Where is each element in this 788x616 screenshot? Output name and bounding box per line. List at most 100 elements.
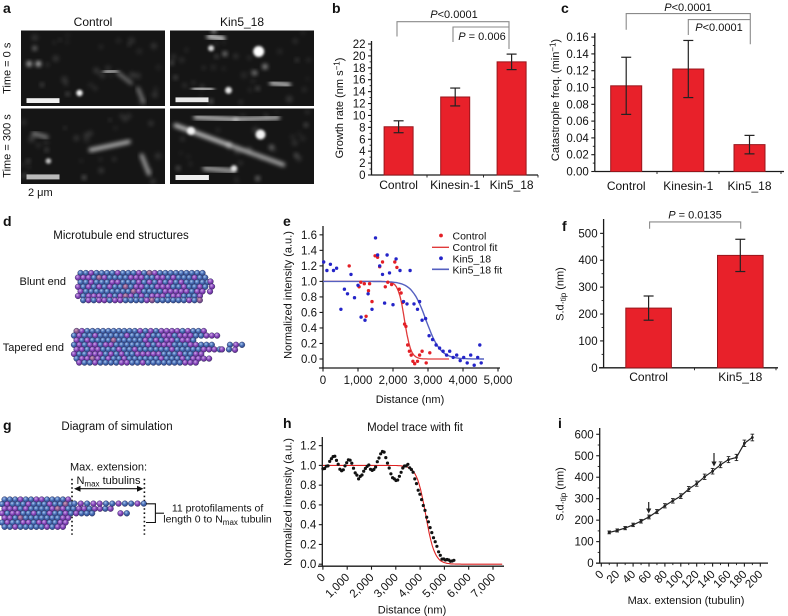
svg-text:3,000: 3,000 bbox=[414, 375, 443, 387]
svg-text:18: 18 bbox=[353, 63, 366, 75]
svg-text:0: 0 bbox=[320, 375, 326, 387]
svg-text:0.00: 0.00 bbox=[566, 167, 588, 179]
svg-text:Time = 300 s: Time = 300 s bbox=[2, 114, 14, 178]
svg-text:500: 500 bbox=[575, 451, 594, 463]
svg-text:300: 300 bbox=[578, 282, 597, 294]
svg-text:0: 0 bbox=[591, 363, 597, 375]
svg-text:Model trace with fit: Model trace with fit bbox=[367, 422, 464, 434]
svg-text:200: 200 bbox=[575, 515, 594, 527]
svg-text:1.0: 1.0 bbox=[301, 276, 317, 288]
svg-text:d: d bbox=[3, 213, 12, 229]
svg-text:4,000: 4,000 bbox=[449, 375, 478, 387]
svg-text:600: 600 bbox=[575, 429, 594, 441]
svg-text:g: g bbox=[3, 417, 12, 433]
svg-text:0.08: 0.08 bbox=[566, 99, 588, 111]
svg-text:Tapered end: Tapered end bbox=[3, 342, 64, 354]
svg-text:11 protofilaments of: 11 protofilaments of bbox=[172, 502, 264, 514]
svg-text:1.6: 1.6 bbox=[301, 230, 317, 242]
svg-text:Kin5_18: Kin5_18 bbox=[490, 178, 534, 192]
svg-text:500: 500 bbox=[578, 228, 597, 240]
svg-text:0.2: 0.2 bbox=[300, 539, 316, 551]
svg-text:Time = 0 s: Time = 0 s bbox=[2, 42, 14, 94]
svg-text:a: a bbox=[3, 0, 11, 16]
svg-text:100: 100 bbox=[575, 537, 594, 549]
svg-text:f: f bbox=[562, 218, 567, 234]
svg-text:0.6: 0.6 bbox=[300, 500, 316, 512]
svg-text:0.8: 0.8 bbox=[300, 480, 316, 492]
svg-text:Max. extension (tubulin): Max. extension (tubulin) bbox=[628, 595, 745, 607]
svg-text:Distance (nm): Distance (nm) bbox=[376, 394, 444, 406]
svg-text:0.8: 0.8 bbox=[301, 292, 317, 304]
svg-text:0.0: 0.0 bbox=[301, 354, 317, 366]
svg-text:1,000: 1,000 bbox=[344, 375, 373, 387]
svg-text:0.6: 0.6 bbox=[301, 307, 317, 319]
svg-text:6: 6 bbox=[359, 134, 365, 146]
svg-text:200: 200 bbox=[578, 309, 597, 321]
svg-text:2 μm: 2 μm bbox=[28, 187, 53, 199]
svg-text:0.06: 0.06 bbox=[566, 116, 588, 128]
svg-text:0.0: 0.0 bbox=[300, 559, 316, 571]
svg-text:P<0.0001: P<0.0001 bbox=[695, 22, 742, 34]
svg-text:1.2: 1.2 bbox=[301, 261, 317, 273]
svg-text:Microtubule end structures: Microtubule end structures bbox=[53, 230, 189, 242]
svg-text:0.02: 0.02 bbox=[566, 150, 588, 162]
svg-text:5,000: 5,000 bbox=[484, 375, 513, 387]
svg-text:0: 0 bbox=[587, 558, 593, 570]
svg-text:Control: Control bbox=[453, 231, 487, 243]
svg-text:S.d.tip (nm): S.d.tip (nm) bbox=[555, 467, 569, 521]
svg-text:Kin5_18: Kin5_18 bbox=[727, 179, 771, 193]
svg-text:Kinesin-1: Kinesin-1 bbox=[663, 179, 713, 193]
svg-text:12: 12 bbox=[353, 99, 366, 111]
svg-text:Control: Control bbox=[607, 179, 646, 193]
svg-text:Diagram of simulation: Diagram of simulation bbox=[61, 421, 172, 433]
svg-text:Distance (nm): Distance (nm) bbox=[378, 605, 446, 616]
svg-text:Growth rate (nm s−1): Growth rate (nm s−1) bbox=[333, 58, 347, 159]
svg-text:20: 20 bbox=[353, 51, 366, 63]
svg-text:P = 0.0135: P = 0.0135 bbox=[668, 210, 722, 222]
svg-text:0.04: 0.04 bbox=[566, 133, 589, 145]
svg-text:Kin5_18: Kin5_18 bbox=[718, 370, 762, 384]
svg-text:P = 0.006: P = 0.006 bbox=[458, 31, 505, 43]
svg-text:Normalized intensity (a.u.): Normalized intensity (a.u.) bbox=[283, 438, 295, 566]
svg-text:1.0: 1.0 bbox=[300, 460, 316, 472]
svg-text:Kin5_18 fit: Kin5_18 fit bbox=[453, 265, 503, 277]
svg-text:P<0.0001: P<0.0001 bbox=[430, 9, 477, 21]
svg-text:0.2: 0.2 bbox=[301, 339, 317, 351]
svg-text:0.12: 0.12 bbox=[566, 66, 588, 78]
svg-text:2,000: 2,000 bbox=[379, 375, 408, 387]
svg-text:Control: Control bbox=[629, 370, 668, 384]
svg-text:8: 8 bbox=[359, 122, 365, 134]
svg-text:S.d.tip (nm): S.d.tip (nm) bbox=[555, 267, 569, 321]
svg-text:400: 400 bbox=[575, 472, 594, 484]
svg-text:c: c bbox=[561, 0, 569, 16]
svg-text:Kin5_18: Kin5_18 bbox=[220, 15, 264, 29]
svg-text:Normalized intensity (a.u.): Normalized intensity (a.u.) bbox=[283, 231, 295, 359]
svg-text:i: i bbox=[558, 415, 562, 431]
svg-text:h: h bbox=[283, 415, 292, 431]
svg-text:0.14: 0.14 bbox=[566, 49, 589, 61]
svg-text:Kinesin-1: Kinesin-1 bbox=[430, 178, 480, 192]
svg-text:0.4: 0.4 bbox=[300, 520, 317, 532]
svg-text:100: 100 bbox=[578, 336, 597, 348]
svg-text:400: 400 bbox=[578, 255, 597, 267]
svg-text:P<0.0001: P<0.0001 bbox=[664, 2, 711, 14]
svg-text:10: 10 bbox=[353, 111, 366, 123]
svg-text:2: 2 bbox=[359, 158, 365, 170]
svg-text:Control: Control bbox=[74, 15, 113, 29]
svg-text:300: 300 bbox=[575, 494, 594, 506]
svg-text:Blunt end: Blunt end bbox=[20, 276, 66, 288]
svg-text:Control fit: Control fit bbox=[453, 242, 498, 254]
svg-text:0.10: 0.10 bbox=[566, 83, 588, 95]
svg-text:1.4: 1.4 bbox=[301, 245, 318, 257]
svg-text:16: 16 bbox=[353, 75, 366, 87]
svg-text:0.4: 0.4 bbox=[301, 323, 318, 335]
svg-text:0.16: 0.16 bbox=[566, 32, 588, 44]
svg-text:length 0 to Nmax tubulin: length 0 to Nmax tubulin bbox=[163, 513, 272, 527]
svg-text:b: b bbox=[332, 0, 341, 16]
svg-text:Max. extension:: Max. extension: bbox=[70, 462, 147, 474]
svg-text:22: 22 bbox=[353, 39, 366, 51]
svg-text:14: 14 bbox=[353, 87, 366, 99]
svg-text:4: 4 bbox=[359, 146, 366, 158]
svg-text:1.2: 1.2 bbox=[300, 441, 316, 453]
svg-text:e: e bbox=[283, 213, 291, 229]
